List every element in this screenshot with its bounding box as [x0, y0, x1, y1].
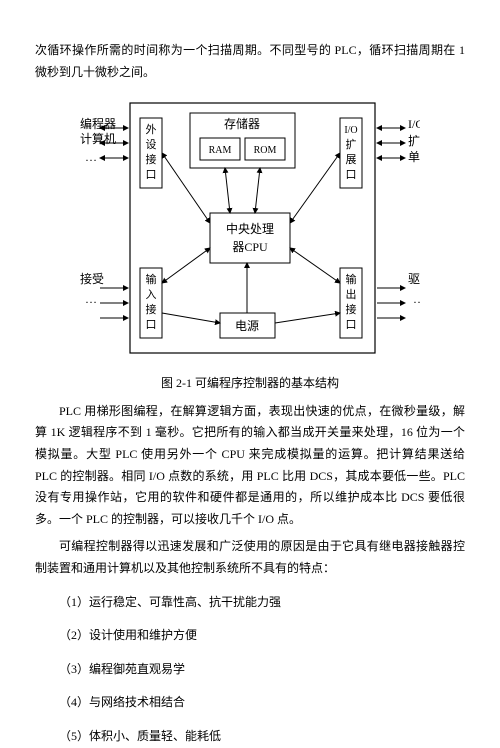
- svg-text:接: 接: [146, 153, 157, 166]
- svg-text:口: 口: [346, 169, 357, 181]
- svg-text:接: 接: [146, 303, 157, 316]
- svg-text:展: 展: [346, 153, 357, 166]
- svg-text:输: 输: [146, 272, 157, 286]
- list-item-1: （1）运行稳定、可靠性高、抗干扰能力强: [59, 592, 465, 614]
- cpu-label-1: 中央处理: [226, 221, 274, 236]
- svg-text:口: 口: [346, 319, 357, 331]
- figure-caption: 图 2-1 可编程序控制器的基本结构: [35, 373, 465, 395]
- svg-text:I/O: I/O: [408, 117, 420, 131]
- svg-text:口: 口: [146, 319, 157, 331]
- svg-text:I/O: I/O: [344, 125, 357, 136]
- svg-text:扩展: 扩展: [408, 134, 420, 148]
- label-receive: 接受: [80, 271, 104, 286]
- label-computer: 计算机: [80, 131, 116, 146]
- svg-text:输: 输: [346, 272, 357, 286]
- paragraph-2: PLC 用梯形图编程，在解算逻辑方面，表现出快速的优点，在微秒量级，解算 1K …: [35, 401, 465, 531]
- ram-label: RAM: [209, 145, 232, 156]
- svg-text:入: 入: [146, 289, 157, 301]
- plc-diagram: 外 设 接 口 存储器 RAM ROM I/O 扩 展 口 中央处理 器CPU …: [80, 93, 420, 363]
- svg-text:…: …: [85, 150, 97, 164]
- list-item-2: （2）设计使用和维护方便: [59, 625, 465, 647]
- label-programmer: 编程器: [80, 116, 116, 131]
- cpu-label-2: 器CPU: [232, 240, 268, 254]
- svg-text:扩: 扩: [346, 137, 357, 151]
- svg-text:单元: 单元: [408, 150, 420, 164]
- right-arrows-top: [377, 128, 405, 158]
- peripheral-char: 外: [146, 123, 157, 136]
- svg-text:出: 出: [346, 287, 357, 301]
- list-item-3: （3）编程御苑直观易学: [59, 659, 465, 681]
- svg-text:设: 设: [146, 138, 157, 151]
- svg-text:…: …: [413, 292, 420, 306]
- svg-text:接: 接: [346, 303, 357, 316]
- right-arrows-bottom: [377, 288, 405, 318]
- paragraph-3: 可编程控制器得以迅速发展和广泛使用的原因是由于它具有继电器接触器控制装置和通用计…: [35, 536, 465, 579]
- rom-label: ROM: [254, 145, 277, 156]
- list-item-5: （5）体积小、质量轻、能耗低: [59, 726, 465, 748]
- power-label: 电源: [235, 319, 259, 333]
- svg-text:…: …: [85, 292, 97, 306]
- intro-paragraph: 次循环操作所需的时间称为一个扫描周期。不同型号的 PLC，循环扫描周期在 1 微…: [35, 40, 465, 83]
- svg-text:口: 口: [146, 169, 157, 181]
- left-arrows-bottom: [100, 288, 128, 318]
- list-item-4: （4）与网络技术相结合: [59, 692, 465, 714]
- storage-label: 存储器: [224, 116, 260, 131]
- label-drive: 驱动: [408, 272, 420, 286]
